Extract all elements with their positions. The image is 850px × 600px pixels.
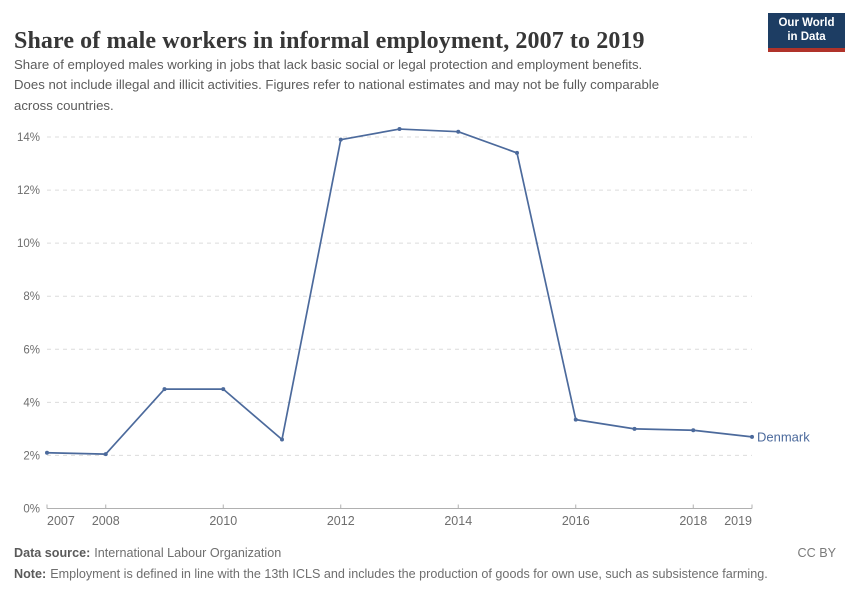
data-point — [456, 129, 461, 134]
y-tick-label: 14% — [17, 132, 40, 144]
note-value: Employment is defined in line with the 1… — [50, 567, 768, 581]
x-tick-label: 2007 — [47, 514, 75, 528]
x-tick-label: 2018 — [679, 514, 707, 528]
x-tick-label: 2019 — [724, 514, 752, 528]
owid-logo-line1: Our World — [778, 17, 835, 29]
license-link[interactable]: CC BY — [797, 546, 837, 560]
x-tick-label: 2014 — [444, 514, 472, 528]
data-point — [573, 417, 578, 422]
x-tick-label: 2010 — [209, 514, 237, 528]
series-label: Denmark — [757, 429, 810, 444]
data-point — [103, 452, 108, 457]
chart-subtitle: Share of employed males working in jobs … — [14, 55, 659, 116]
data-point — [45, 450, 49, 455]
data-point — [750, 434, 754, 439]
data-point — [515, 150, 519, 155]
data-point — [221, 387, 226, 392]
y-tick-label: 12% — [17, 185, 40, 197]
subtitle-line: Does not include illegal and illicit act… — [14, 77, 660, 93]
data-point — [397, 127, 402, 132]
x-tick-label: 2016 — [562, 514, 590, 528]
y-tick-label: 10% — [17, 238, 40, 250]
x-tick-label: 2012 — [327, 514, 355, 528]
note-line: Note: Employment is defined in line with … — [14, 567, 768, 581]
data-point — [691, 428, 696, 433]
y-tick-label: 8% — [23, 291, 40, 303]
data-point — [162, 387, 167, 392]
data-point — [632, 426, 637, 431]
y-tick-label: 2% — [23, 450, 40, 462]
owid-logo-line2: in Data — [787, 30, 826, 43]
datasource-value: International Labour Organization — [94, 546, 282, 560]
data-point — [280, 437, 284, 442]
subtitle-line: Share of employed males working in jobs … — [14, 57, 643, 72]
data-point — [338, 137, 343, 142]
owid-logo[interactable]: Our World in Data — [768, 13, 845, 52]
y-tick-label: 4% — [23, 397, 40, 409]
x-tick-label: 2008 — [92, 514, 120, 528]
datasource-line: Data source: International Labour Organiz… — [14, 546, 281, 560]
y-tick-label: 0% — [23, 504, 40, 516]
note-label: Note: — [14, 567, 47, 581]
page-title: Share of male workers in informal employ… — [14, 28, 645, 55]
series-line — [46, 128, 753, 455]
y-tick-label: 6% — [23, 344, 40, 356]
datasource-label: Data source: — [14, 546, 91, 560]
subtitle-line: across countries. — [14, 97, 114, 113]
